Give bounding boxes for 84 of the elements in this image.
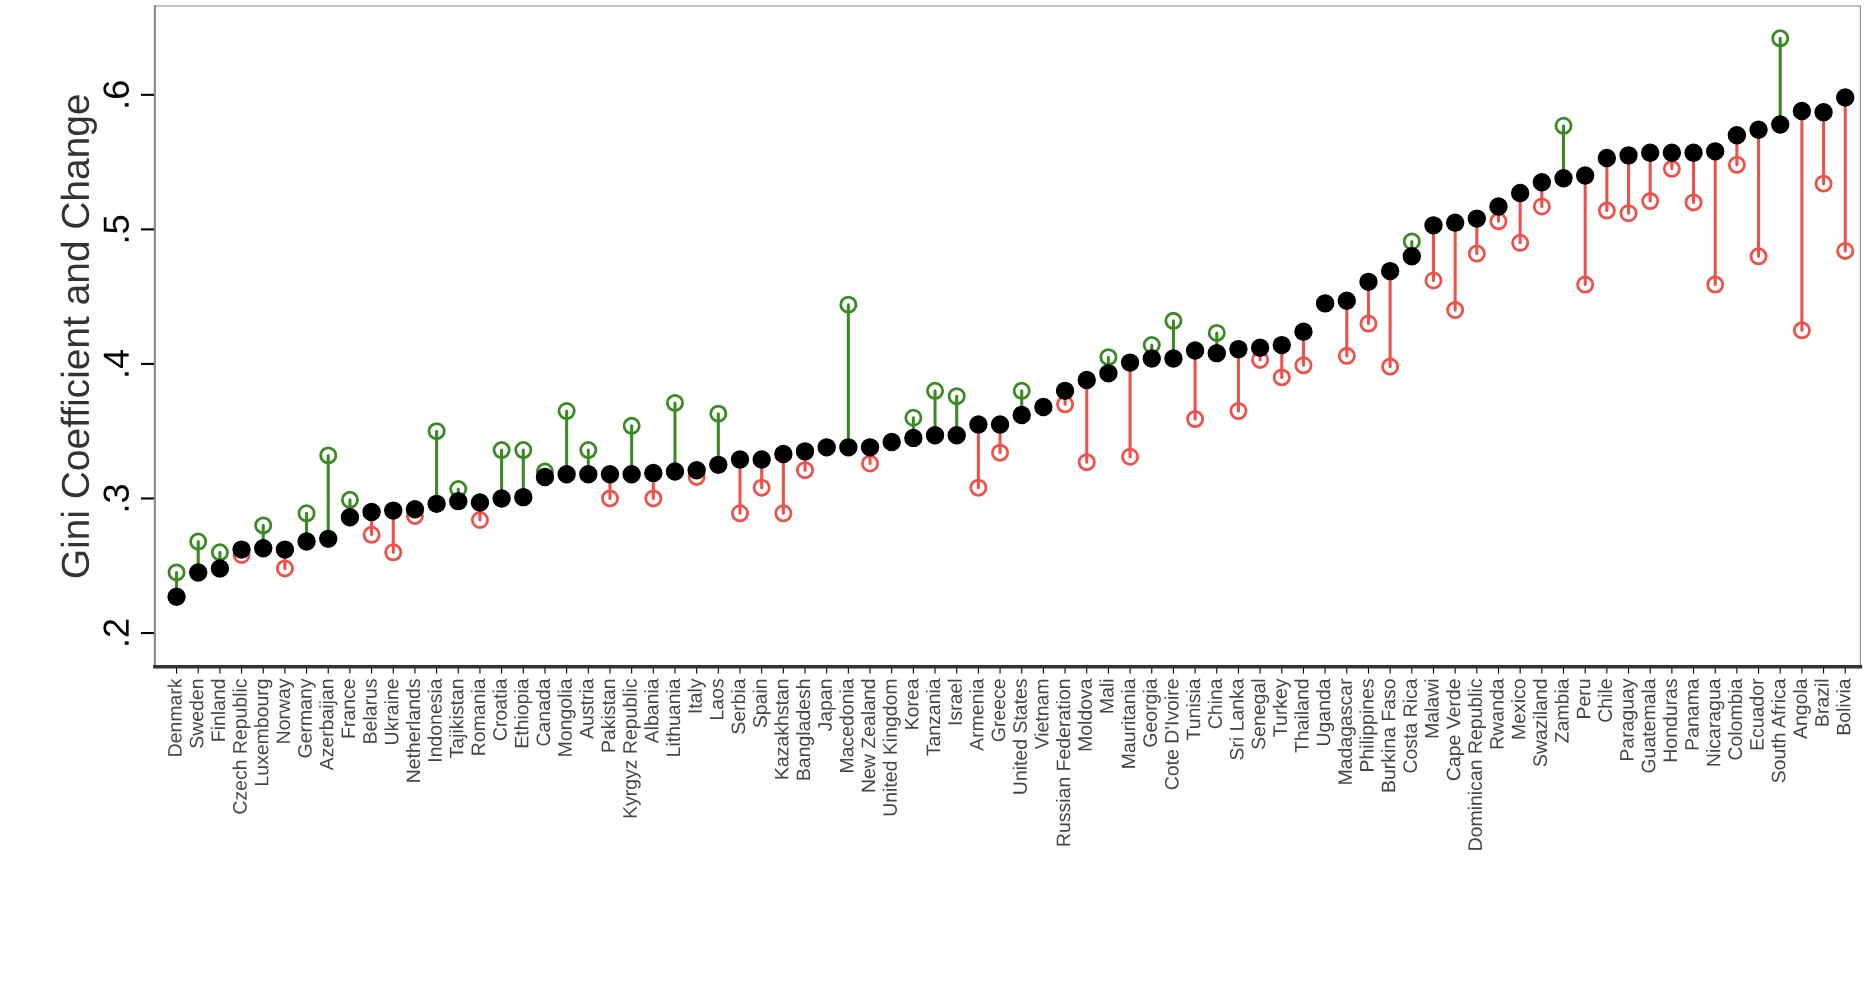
x-tick-label: France <box>341 679 356 738</box>
x-tick-label: Belarus <box>362 679 377 743</box>
x-tick-label: Costa Rica <box>1402 678 1418 773</box>
x-tick-label: Thailand <box>1294 679 1309 753</box>
y-tick-label: .5 <box>103 215 129 242</box>
x-tick-label: Rwanda <box>1489 678 1504 749</box>
x-tick-label: Austria <box>579 678 594 739</box>
x-tick-label: Brazil <box>1814 679 1829 726</box>
x-tick-label: Ecuador <box>1749 678 1764 750</box>
x-tick-label: Lithuania <box>665 678 681 756</box>
x-tick-label: Mongolia <box>557 678 576 756</box>
x-tick-label: Mexico <box>1511 679 1526 739</box>
x-tick-label: Turkey <box>1272 678 1291 737</box>
x-tick-label: Bangladesh <box>795 679 815 780</box>
x-tick-label: Netherlands <box>405 679 421 782</box>
x-tick-label: Indonesia <box>427 678 442 761</box>
x-tick-label: Albania <box>644 678 659 744</box>
x-tick-label: Cote D'Ivoire <box>1164 679 1179 790</box>
x-tick-label: Luxembourg <box>254 679 273 785</box>
x-tick-label: Chile <box>1597 679 1613 722</box>
x-tick-label: Romania <box>470 678 486 755</box>
x-tick-label: Nicaragua <box>1706 678 1725 766</box>
x-tick-label: Sweden <box>189 679 204 748</box>
x-tick-label: Paraguay <box>1620 678 1638 761</box>
x-tick-label: Mauritania <box>1121 678 1136 768</box>
x-tick-label: Zambia <box>1554 678 1569 743</box>
x-tick-label: Vietnam <box>1034 679 1049 750</box>
x-tick-label: Norway <box>276 678 294 743</box>
x-tick-label: Ukraine <box>384 679 399 744</box>
x-tick-label: Canada <box>535 678 551 746</box>
y-axis-title: Gini Coefficient and Change <box>60 95 97 578</box>
x-tick-label: Guatemala <box>1641 678 1656 773</box>
x-tick-label: Sri Lanka <box>1229 678 1244 760</box>
x-tick-label: Uganda <box>1316 678 1335 746</box>
y-tick-label: .6 <box>103 81 129 107</box>
y-tick-label: .4 <box>103 349 129 376</box>
x-tick-label: Finland <box>210 679 226 741</box>
x-tick-label: Dominican Republic <box>1467 678 1486 850</box>
x-tick-label: Tajikistan <box>449 679 468 758</box>
x-tick-label: Moldova <box>1077 678 1092 751</box>
x-tick-label: Czech Republic <box>232 678 251 814</box>
x-tick-label: Philippines <box>1359 679 1378 771</box>
x-tick-label: United Kingdom <box>882 679 901 816</box>
x-tick-label: Germany <box>298 678 316 758</box>
x-tick-label: Armenia <box>969 678 984 751</box>
x-tick-label: Japan <box>818 679 836 732</box>
x-tick-label: Kyrgyz Republic <box>622 678 641 818</box>
x-tick-label: Mali <box>1099 679 1114 713</box>
x-tick-label: Honduras <box>1662 679 1678 762</box>
x-tick-label: Peru <box>1576 679 1591 718</box>
x-tick-label: Georgia <box>1142 678 1161 747</box>
y-tick-label: .3 <box>103 485 129 511</box>
x-tick-label: Ethiopia <box>514 678 533 748</box>
x-tick-label: United States <box>1012 679 1027 794</box>
x-tick-label: Greece <box>991 679 1006 742</box>
x-tick-label: Bolivia <box>1836 678 1851 735</box>
x-tick-label: Burkina Faso <box>1381 679 1396 792</box>
x-tick-label: Colombia <box>1727 678 1743 760</box>
x-tick-label: Croatia <box>492 678 507 741</box>
x-tick-label: Malawi <box>1424 679 1439 738</box>
x-tick-label: Senegal <box>1251 679 1270 749</box>
x-tick-label: Azerbaijan <box>319 679 338 771</box>
x-tick-label: Panama <box>1685 678 1699 750</box>
x-tick-label: New Zealand <box>860 679 876 792</box>
x-tick-label: Korea <box>905 678 919 729</box>
x-tick-label: Cape Verde <box>1446 679 1465 781</box>
x-tick-label: South Africa <box>1771 678 1786 783</box>
x-tick-label: Pakistan <box>600 679 616 752</box>
x-tick-label: China <box>1207 678 1222 729</box>
x-tick-label: Madagascar <box>1337 678 1356 784</box>
x-tick-label: Russian Federation <box>1056 679 1071 846</box>
x-tick-label: Spain <box>752 679 771 728</box>
x-tick-label: Angola <box>1792 678 1811 739</box>
y-tick-label: .2 <box>103 619 129 645</box>
x-tick-label: Italy <box>687 678 706 713</box>
x-tick-label: Tunisia <box>1186 678 1201 740</box>
x-tick-label: Denmark <box>167 678 182 756</box>
x-tick-label: Israel <box>947 679 962 725</box>
x-tick-label: Laos <box>709 679 724 720</box>
x-tick-label: Swaziland <box>1532 679 1548 767</box>
x-tick-label: Kazakhstan <box>774 679 789 779</box>
x-tick-label: Serbia <box>730 678 746 734</box>
x-tick-label: Macedonia <box>839 678 854 772</box>
x-tick-label: Tanzania <box>925 678 941 756</box>
